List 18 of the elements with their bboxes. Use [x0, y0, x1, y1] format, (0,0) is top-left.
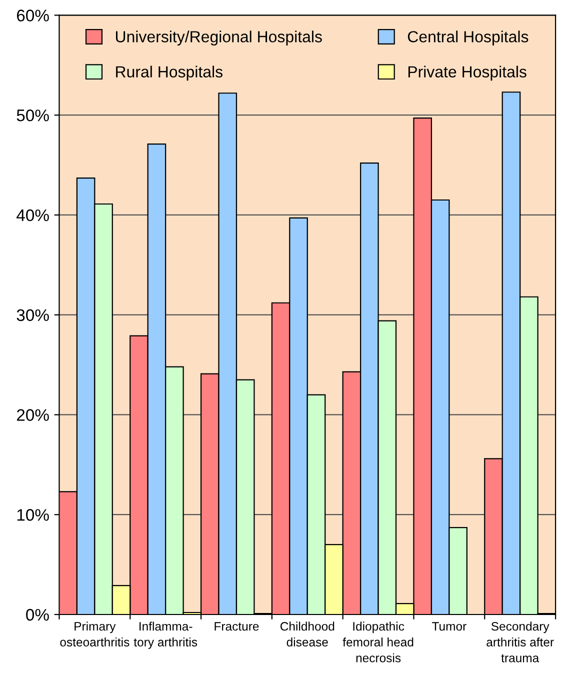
- x-tick-label: Childhood disease: [280, 622, 334, 646]
- legend-label: Private Hospitals: [408, 66, 526, 81]
- y-tick-label: 60%: [16, 10, 49, 22]
- x-tick-label: Tumor: [432, 622, 466, 631]
- x-tick-label: Fracture: [214, 622, 259, 631]
- y-tick-label: 50%: [16, 110, 49, 122]
- y-tick-label: 10%: [17, 509, 49, 521]
- legend-label: Central Hospitals: [408, 30, 528, 46]
- x-tick-label: Secondary arthritis after trauma: [486, 622, 554, 662]
- y-tick-label: 40%: [16, 209, 49, 222]
- y-tick-label: 0%: [26, 608, 49, 621]
- x-tick-label: Inflamma- tory arthritis: [134, 622, 198, 649]
- y-tick-label: 20%: [16, 409, 49, 421]
- legend-label: Rural Hospitals: [116, 66, 222, 81]
- y-tick-label: 30%: [16, 309, 49, 322]
- legend-label: University/Regional Hospitals: [116, 30, 322, 46]
- x-tick-label: Idiopathic femoral head necrosis: [342, 622, 414, 662]
- x-tick-label: Primary osteoarthritis: [60, 622, 130, 646]
